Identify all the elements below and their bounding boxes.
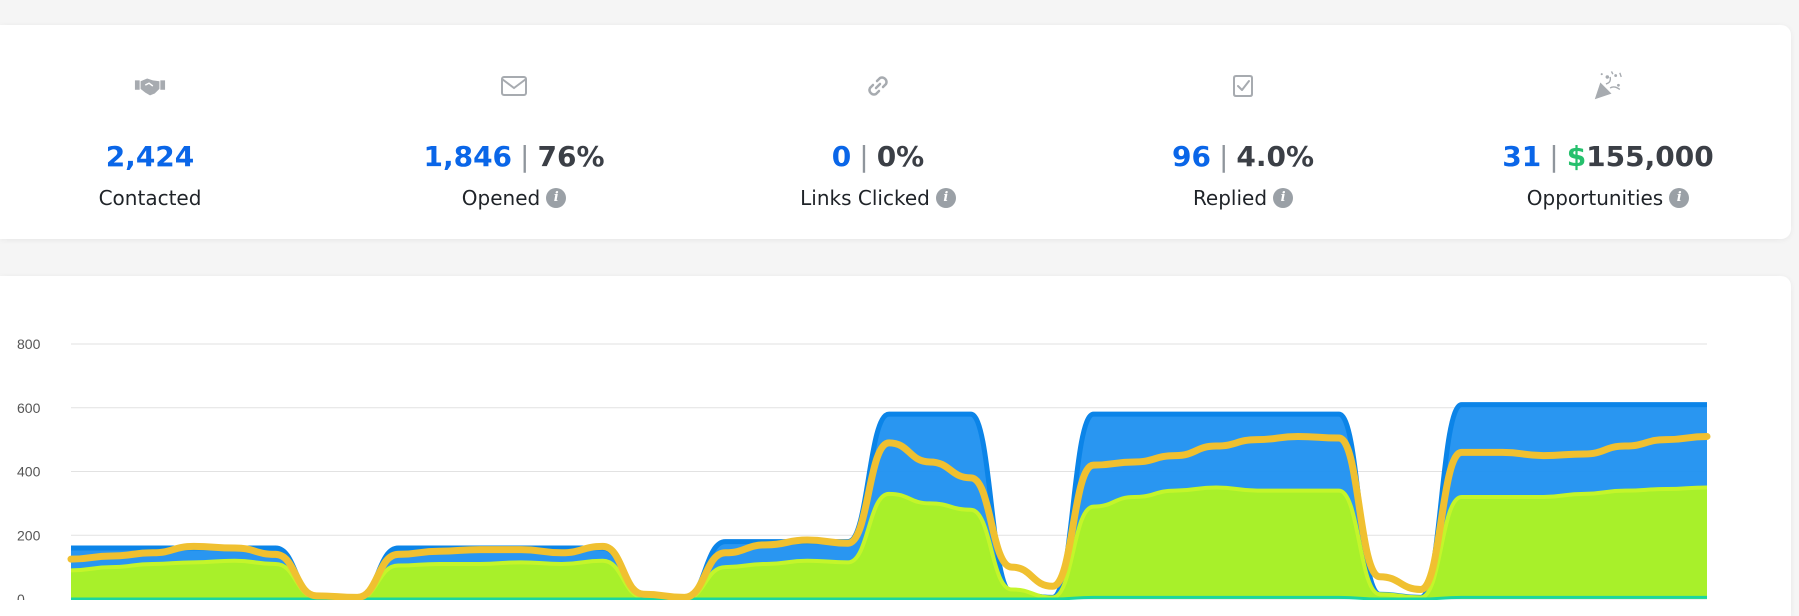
stat-links-clicked[interactable]: 0 | 0% Links Clicked i xyxy=(718,25,1038,239)
stat-value: 2,424 xyxy=(105,140,195,173)
stat-separator: | xyxy=(1549,140,1559,173)
stat-value: 0 xyxy=(831,140,852,173)
activity-chart: 0 200 400 600 800 xyxy=(17,336,1711,600)
y-tick-label: 800 xyxy=(17,336,41,352)
stat-label: Replied xyxy=(1192,186,1268,210)
stat-label: Contacted xyxy=(98,186,202,210)
currency-symbol: $ xyxy=(1566,140,1587,173)
stat-opened[interactable]: 1,846 | 76% Opened i xyxy=(354,25,674,239)
stat-separator: | xyxy=(859,140,869,173)
info-icon[interactable]: i xyxy=(1669,188,1690,208)
stat-value: 1,846 xyxy=(423,140,513,173)
series-line-yellow xyxy=(67,432,1711,600)
stat-label: Opened xyxy=(461,186,541,210)
y-tick-label: 600 xyxy=(17,400,41,416)
stat-separator: | xyxy=(1218,140,1229,173)
series-area-green xyxy=(71,487,1707,599)
y-tick-label: 200 xyxy=(17,527,41,543)
y-tick-label: 0 xyxy=(17,591,25,600)
stat-label: Links Clicked xyxy=(800,186,930,210)
reply-check-icon xyxy=(1227,70,1259,102)
info-icon[interactable]: i xyxy=(546,188,567,208)
stat-replied[interactable]: 96 | 4.0% Replied i xyxy=(1083,25,1403,239)
stat-label: Opportunities xyxy=(1526,186,1664,210)
stat-percentage: 76% xyxy=(537,140,605,173)
info-icon[interactable]: i xyxy=(1273,188,1294,208)
party-popper-icon xyxy=(1592,70,1624,102)
envelope-icon xyxy=(498,70,530,102)
stat-opportunities[interactable]: 31 | $155,000 Opportunities i xyxy=(1448,25,1768,239)
stat-percentage: 4.0% xyxy=(1236,140,1315,173)
stat-contacted[interactable]: 2,424 Contacted xyxy=(0,25,310,239)
stat-amount: 155,000 xyxy=(1586,140,1714,173)
link-icon xyxy=(862,70,894,102)
info-icon[interactable]: i xyxy=(935,188,956,208)
stats-card: 2,424 Contacted 1,846 | 76% Opened i xyxy=(0,25,1791,239)
stat-separator: | xyxy=(520,140,530,173)
stat-percentage: 0% xyxy=(876,140,925,173)
y-tick-label: 400 xyxy=(17,464,41,480)
stat-value: 31 xyxy=(1502,140,1542,173)
stat-value: 96 xyxy=(1171,140,1211,173)
handshake-icon xyxy=(134,70,166,102)
